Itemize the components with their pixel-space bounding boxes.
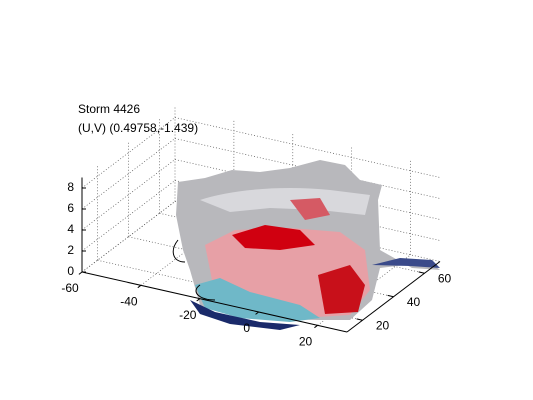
surface-dark-base [190,300,300,330]
chart-subtitle: (U,V) (0.49758,-1.439) [78,121,198,135]
y-tick-label: 20 [376,318,390,332]
grid-line [174,117,441,178]
x-tick-label: -60 [61,281,79,295]
z-tick-label: 6 [67,201,74,215]
surface-red-patch [290,198,330,220]
y-tick-label: 60 [438,271,452,285]
z-tick-label: 8 [67,180,74,194]
x-tick [78,271,83,275]
x-tick-label: 0 [243,321,250,335]
x-axis [81,271,348,333]
z-tick-label: 4 [67,222,74,236]
x-tick [314,324,318,329]
contour-line [195,284,216,301]
x-tick-label: 20 [299,335,313,349]
x-tick [196,298,201,302]
contour-line [172,239,186,263]
z-tick-label: 2 [67,243,74,257]
x-tick [255,311,259,315]
surface-red-top [232,225,315,250]
chart-title: Storm 4426 [78,102,140,116]
y-tick-label: 40 [407,295,421,309]
surface-tail [372,258,440,268]
x-tick-label: -40 [120,295,138,309]
z-tick-label: 0 [67,264,74,278]
x-tick-label: -20 [179,308,197,322]
surface-cyan-base [195,278,320,322]
x-tick [137,284,142,289]
y-tick [387,294,394,298]
y-tick [356,318,363,321]
axes: -60 -40 -20 0 20 20 40 60 0 2 4 6 8 [61,177,452,349]
surface-highlight [200,188,370,215]
surface [172,160,440,330]
surface-red-core [318,265,365,314]
y-tick [418,271,425,274]
